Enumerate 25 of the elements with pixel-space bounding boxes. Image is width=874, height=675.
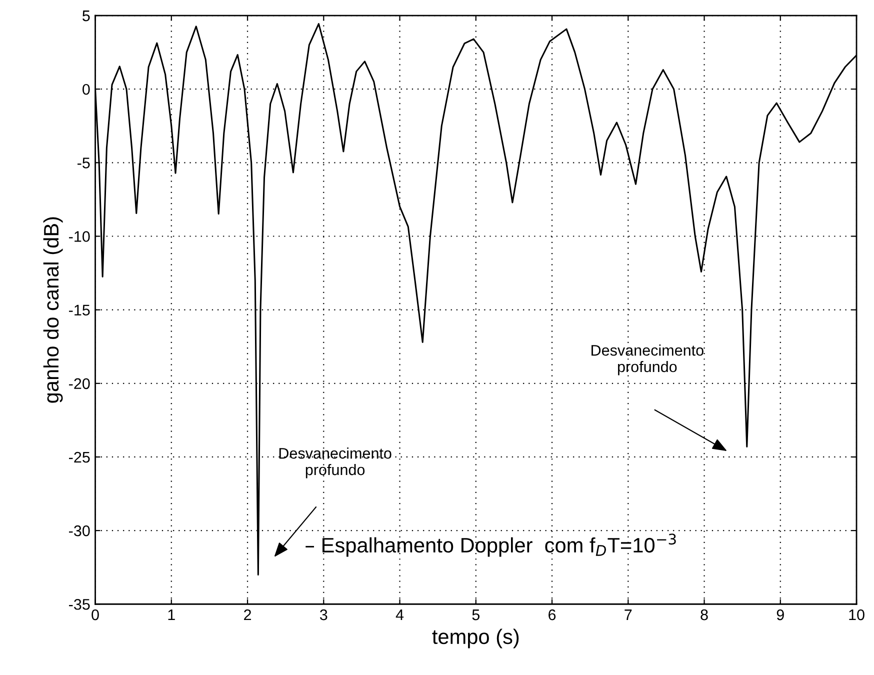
x-tick-label: 10 [849,609,864,620]
x-tick-label: 5 [472,610,480,620]
x-tick-label: 0 [92,609,99,620]
y-tick-label: -20 [69,378,90,390]
y-tick-label: 5 [82,10,90,22]
x-tick-label: 7 [624,610,632,620]
y-axis-title: ganho do canal (dB) [43,217,63,403]
annotation: Desvanecimento profundo [592,344,704,376]
x-tick-label: 8 [700,609,708,620]
y-tick-label: 0 [82,84,90,95]
y-tick-label: -15 [69,304,90,316]
annotation: – Espalhamento Doppler com f$_{D}$T=10$^{−3}$ [306,534,676,557]
y-tick-label: -10 [69,231,90,242]
y-tick-label: -30 [69,525,90,536]
annotation: Desvanecimento profundo [279,448,392,478]
x-tick-label: 3 [320,609,328,620]
x-tick-label: 9 [776,609,784,620]
x-tick-label: 2 [244,609,251,620]
x-axis-title: tempo (s) [432,628,519,648]
y-tick-label: -25 [69,452,90,463]
x-tick-label: 6 [548,609,556,620]
y-tick-label: -35 [69,598,90,610]
x-tick-label: 4 [396,610,404,620]
y-tick-label: -5 [78,158,90,168]
x-tick-label: 1 [168,610,175,620]
